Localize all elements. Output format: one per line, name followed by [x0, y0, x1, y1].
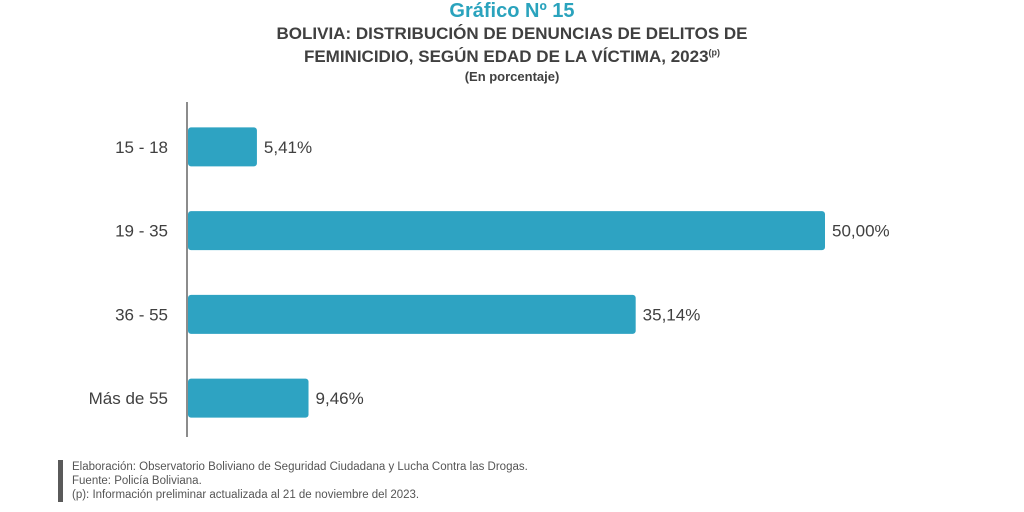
bar-0: [188, 127, 257, 167]
chart-number: Gráfico Nº 15: [449, 0, 575, 22]
chart-subtitle: (En porcentaje): [464, 69, 560, 84]
chart-title-line-1: BOLIVIA: DISTRIBUCIÓN DE DENUNCIAS DE DE…: [276, 24, 748, 43]
value-label-3: 9,46%: [316, 389, 364, 408]
chart-footer: Elaboración: Observatorio Boliviano de S…: [58, 460, 528, 502]
chart-title-line-2-text: FEMINICIDIO, SEGÚN EDAD DE LA VÍCTIMA, 2…: [303, 47, 709, 66]
footer-note: (p): Información preliminar actualizada …: [72, 489, 420, 501]
value-label-2: 35,14%: [643, 305, 701, 324]
value-label-1: 50,00%: [832, 222, 890, 241]
bar-3: [188, 378, 309, 418]
category-label-0: 15 - 18: [115, 138, 168, 157]
category-label-3: Más de 55: [89, 389, 168, 408]
category-label-1: 19 - 35: [115, 222, 168, 241]
bar-2: [188, 294, 636, 334]
title-superscript: (p): [708, 47, 721, 58]
chart-title-line-2: FEMINICIDIO, SEGÚN EDAD DE LA VÍCTIMA, 2…: [0, 47, 1024, 67]
category-label-2: 36 - 55: [115, 305, 168, 324]
value-label-0: 5,41%: [264, 138, 312, 157]
bar-1: [188, 211, 825, 251]
footer-fuente: Fuente: Policía Boliviana.: [72, 475, 202, 487]
footer-elaboracion: Elaboración: Observatorio Boliviano de S…: [72, 461, 528, 473]
